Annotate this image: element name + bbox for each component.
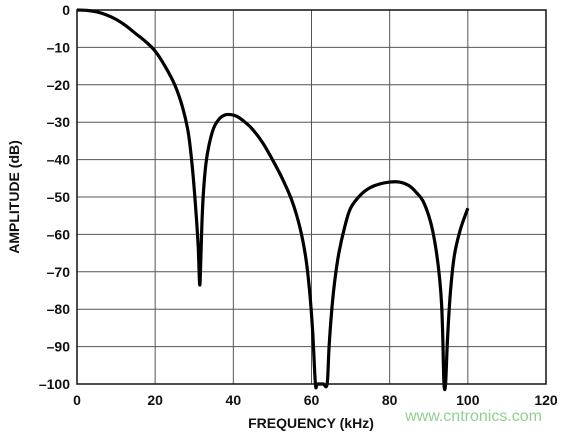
plot-frame — [76, 9, 547, 385]
x-tick-label: 20 — [147, 392, 163, 408]
y-axis-label: AMPLITUDE (dB) — [6, 140, 22, 254]
x-tick-label: 40 — [226, 392, 242, 408]
y-tick-label: –70 — [47, 264, 71, 280]
curve-layer — [76, 8, 470, 392]
y-tick-label: –90 — [47, 339, 71, 355]
y-tick-labels: 0 –10 –20 –30 –40 –50 –60 –70 –80 –90 –100 — [39, 2, 70, 392]
y-tick-label: –80 — [47, 301, 71, 317]
x-tick-label: 120 — [534, 392, 558, 408]
x-tick-label: 0 — [73, 392, 81, 408]
x-tick-label: 60 — [304, 392, 320, 408]
y-tick-label: –100 — [39, 376, 70, 392]
y-tick-label: –50 — [47, 189, 71, 205]
y-tick-label: –60 — [47, 226, 71, 242]
y-tick-label: –10 — [47, 39, 71, 55]
y-tick-label: –30 — [47, 114, 71, 130]
x-axis-label: FREQUENCY (kHz) — [248, 415, 374, 431]
x-tick-label: 80 — [382, 392, 398, 408]
x-tick-labels: 0 20 40 60 80 100 120 — [73, 392, 558, 408]
watermark-text: www.cntronics.com — [404, 408, 542, 425]
y-tick-label: 0 — [62, 2, 70, 18]
y-tick-label: –40 — [47, 152, 71, 168]
amplitude-curve — [76, 8, 470, 392]
y-tick-label: –20 — [47, 77, 71, 93]
x-tick-label: 100 — [456, 392, 480, 408]
